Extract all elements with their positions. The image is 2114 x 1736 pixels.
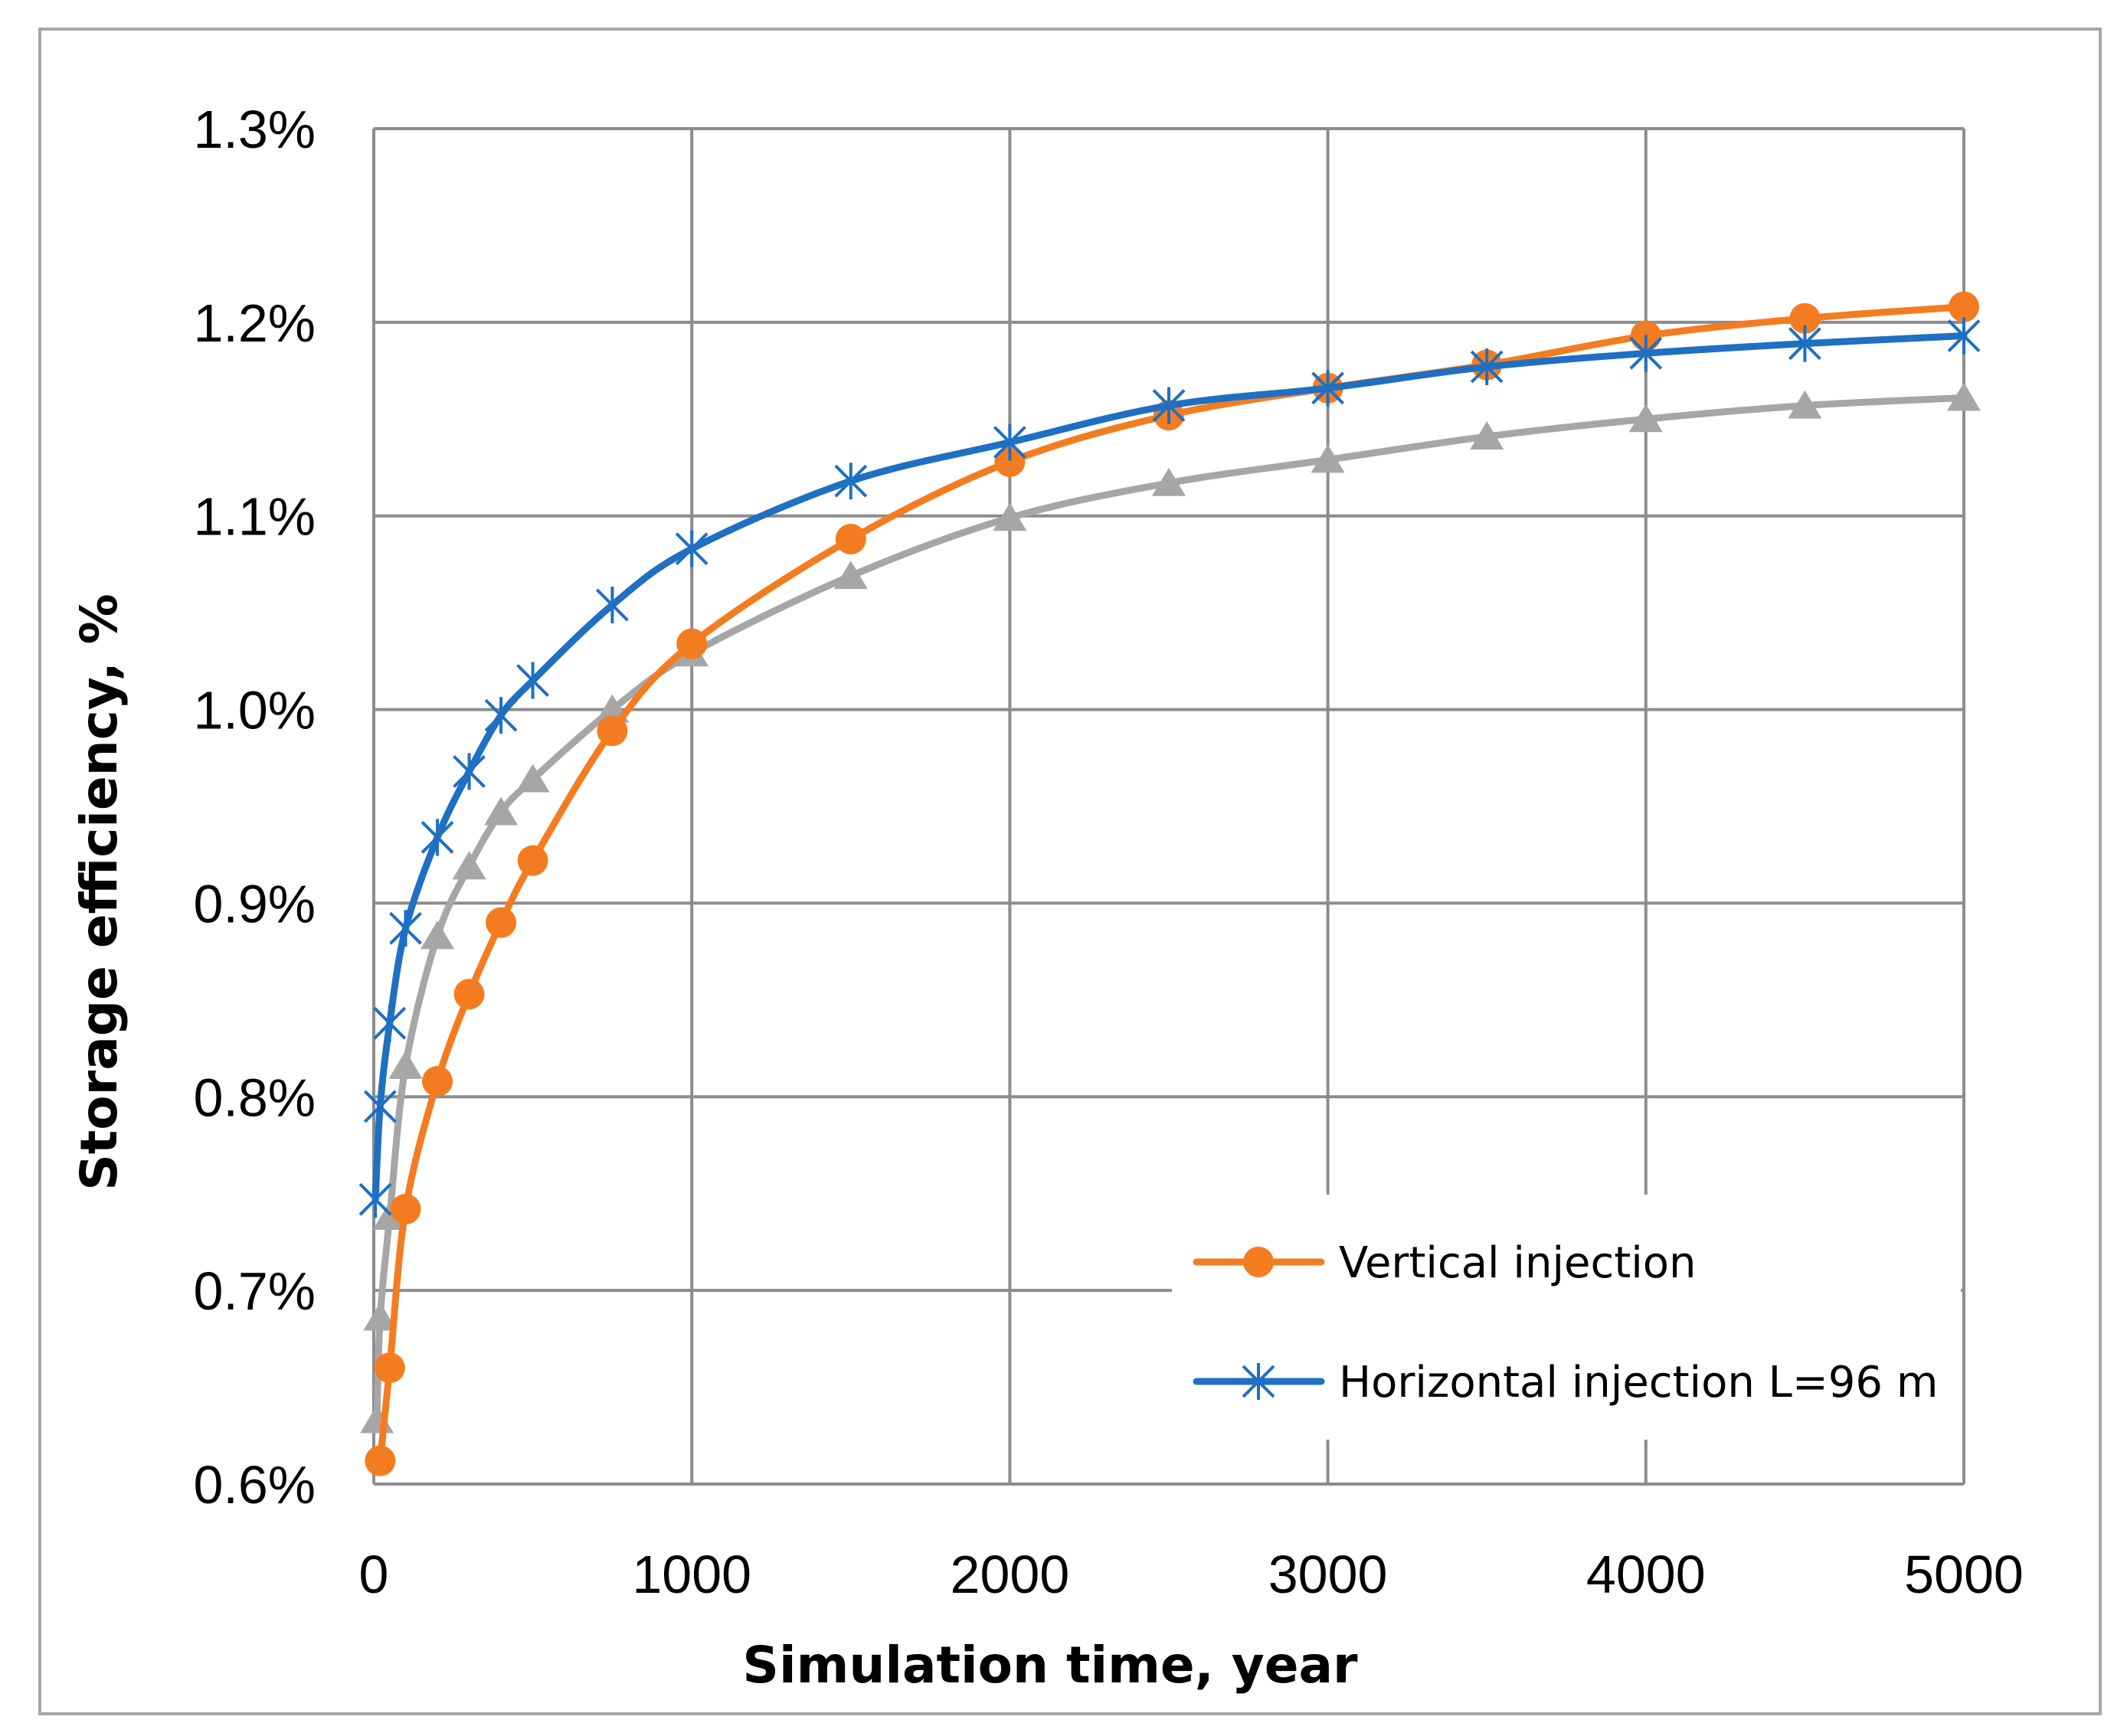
data-point-asterisk: [1470, 348, 1504, 386]
data-point-asterisk: [1947, 317, 1981, 355]
data-point-asterisk: [421, 819, 454, 856]
data-point-circle: [597, 715, 628, 747]
data-point-triangle: [515, 763, 550, 793]
data-point-asterisk: [1152, 387, 1186, 424]
data-point-asterisk: [1311, 369, 1345, 407]
legend-background: [1172, 1195, 1961, 1440]
legend-asterisk-icon: [1242, 1363, 1275, 1400]
y-tick-label: 0.9%: [193, 874, 316, 933]
x-tick-label: 2000: [951, 1545, 1070, 1604]
data-point-triangle: [1947, 382, 1981, 411]
y-axis-title: Storage efficiency, %: [70, 593, 129, 1191]
data-point-asterisk: [516, 662, 550, 699]
y-tick-label: 0.8%: [193, 1067, 316, 1127]
y-axis-tick-labels: 0.6% 0.7% 0.8% 0.9% 1.0% 1.1% 1.2% 1.3%: [193, 100, 316, 1515]
data-point-asterisk: [389, 910, 422, 947]
data-point-triangle: [833, 561, 868, 590]
data-point-triangle: [1628, 404, 1663, 433]
data-point-triangle: [993, 502, 1027, 531]
data-point-circle: [1949, 291, 1979, 322]
data-point-asterisk: [595, 587, 629, 624]
y-tick-label: 1.2%: [193, 293, 316, 353]
data-point-circle: [453, 979, 485, 1010]
x-axis-tick-labels: 0 1000 2000 3000 4000 5000: [359, 1545, 2024, 1604]
legend-label-vertical: Vertical injection: [1339, 1238, 1697, 1288]
legend-swatch-horizontal-marker: [1242, 1363, 1275, 1400]
x-tick-label: 1000: [632, 1545, 751, 1604]
x-tick-label: 3000: [1268, 1545, 1388, 1604]
data-point-circle: [390, 1193, 421, 1224]
legend-item-vertical: Vertical injection: [1193, 1238, 1697, 1288]
data-point-circle: [517, 845, 548, 876]
x-tick-label: 0: [359, 1545, 389, 1604]
data-point-asterisk: [358, 1181, 392, 1218]
outer-frame: [38, 28, 2102, 1715]
data-point-circle: [835, 524, 866, 555]
x-tick-label: 4000: [1586, 1545, 1706, 1604]
data-point-circle: [676, 628, 708, 659]
data-point-asterisk: [834, 463, 868, 500]
data-point-triangle: [452, 851, 486, 880]
legend-swatch-vertical-marker: [1243, 1247, 1274, 1277]
data-point-asterisk: [675, 530, 708, 567]
data-point-circle: [422, 1066, 453, 1097]
y-tick-label: 1.1%: [193, 487, 316, 547]
data-point-circle: [374, 1352, 405, 1384]
data-point-triangle: [421, 920, 455, 950]
data-point-asterisk: [373, 1005, 407, 1042]
y-tick-label: 1.3%: [193, 100, 316, 159]
legend-item-horizontal: Horizontal injection L=96 m: [1193, 1358, 1938, 1407]
data-point-asterisk: [993, 423, 1026, 461]
series-0-vertical-injection: [365, 291, 1979, 1476]
data-point-circle: [365, 1445, 396, 1476]
data-point-triangle: [1470, 421, 1504, 450]
series-1-horizontal-injection-l-96-m: [358, 317, 1981, 1218]
data-point-triangle: [484, 796, 519, 825]
data-point-triangle: [363, 1302, 398, 1331]
data-point-asterisk: [453, 753, 486, 790]
data-point-asterisk: [363, 1087, 397, 1125]
y-tick-label: 1.0%: [193, 681, 316, 740]
data-point-triangle: [1152, 467, 1186, 496]
series-layer: [358, 291, 1981, 1476]
series-2-unnamed: [360, 382, 1981, 1434]
data-point-asterisk: [484, 697, 518, 734]
data-point-triangle: [1311, 444, 1345, 473]
x-tick-label: 5000: [1904, 1545, 2024, 1604]
data-point-triangle: [388, 1050, 423, 1079]
series-line: [376, 303, 1968, 1465]
y-tick-label: 0.6%: [193, 1455, 316, 1515]
data-point-triangle: [1788, 390, 1822, 419]
data-point-circle: [994, 446, 1026, 477]
data-point-circle: [486, 907, 517, 938]
data-point-circle: [1789, 302, 1821, 334]
data-point-asterisk: [1629, 335, 1663, 372]
y-tick-label: 0.7%: [193, 1261, 316, 1321]
data-point-asterisk: [1788, 325, 1821, 362]
legend-label-horizontal: Horizontal injection L=96 m: [1339, 1358, 1938, 1407]
x-axis-title: Simulation time, year: [742, 1636, 1358, 1695]
